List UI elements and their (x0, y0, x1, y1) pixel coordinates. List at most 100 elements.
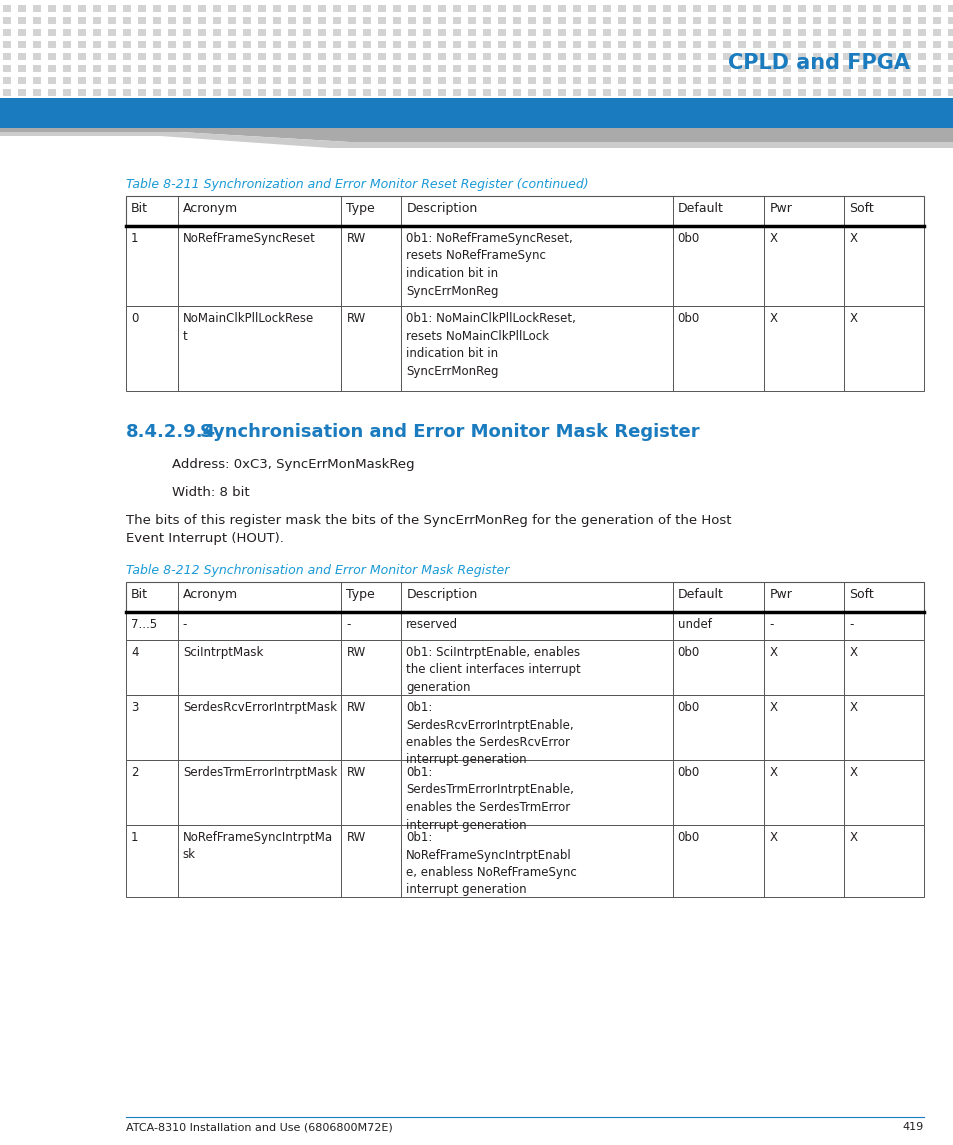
Bar (587, 89, 596, 96)
Bar (678, 65, 685, 72)
Bar (422, 89, 431, 96)
Bar (437, 53, 446, 60)
Bar (123, 77, 131, 84)
Bar (872, 17, 880, 24)
Bar (602, 89, 610, 96)
Text: 0: 0 (131, 311, 138, 325)
Bar (333, 53, 340, 60)
Bar (377, 53, 386, 60)
Bar (348, 29, 355, 35)
Bar (243, 5, 251, 11)
Bar (752, 77, 760, 84)
Bar (333, 17, 340, 24)
Text: RW: RW (346, 701, 365, 714)
Bar (422, 41, 431, 48)
Bar (857, 65, 865, 72)
Text: 0b0: 0b0 (677, 646, 700, 660)
Bar (33, 29, 41, 35)
Bar (767, 77, 775, 84)
Bar (92, 89, 101, 96)
Bar (183, 65, 191, 72)
Bar (692, 41, 700, 48)
Bar (92, 5, 101, 11)
Text: undef: undef (677, 618, 711, 631)
Bar (902, 17, 910, 24)
Bar (78, 5, 86, 11)
Bar (947, 41, 953, 48)
Bar (468, 17, 476, 24)
Bar (633, 5, 640, 11)
Bar (902, 65, 910, 72)
Bar (108, 29, 116, 35)
Bar (947, 77, 953, 84)
Bar (738, 89, 745, 96)
Bar (48, 53, 56, 60)
Bar (33, 17, 41, 24)
Bar (377, 41, 386, 48)
Text: X: X (848, 831, 857, 844)
Bar (558, 41, 565, 48)
Bar (303, 29, 311, 35)
Bar (692, 77, 700, 84)
Text: 0b1: NoRefFrameSyncReset,
resets NoRefFrameSync
indication bit in
SyncErrMonReg: 0b1: NoRefFrameSyncReset, resets NoRefFr… (406, 232, 573, 298)
Bar (707, 65, 716, 72)
Bar (3, 89, 11, 96)
Bar (842, 41, 850, 48)
Bar (152, 89, 161, 96)
Bar (198, 5, 206, 11)
Bar (363, 89, 371, 96)
Bar (662, 53, 670, 60)
Bar (812, 89, 821, 96)
Bar (558, 17, 565, 24)
Bar (183, 17, 191, 24)
Text: Soft: Soft (848, 202, 873, 215)
Bar (333, 77, 340, 84)
Bar (18, 17, 26, 24)
Bar (602, 29, 610, 35)
Bar (333, 41, 340, 48)
Bar (348, 89, 355, 96)
Bar (602, 77, 610, 84)
Bar (126, 640, 923, 695)
Bar (152, 65, 161, 72)
Bar (453, 5, 460, 11)
Bar (437, 5, 446, 11)
Text: 0b0: 0b0 (677, 701, 700, 714)
Bar (303, 77, 311, 84)
Bar (183, 89, 191, 96)
Bar (797, 77, 805, 84)
Text: Synchronisation and Error Monitor Mask Register: Synchronisation and Error Monitor Mask R… (200, 423, 699, 441)
Bar (887, 41, 895, 48)
Bar (527, 41, 536, 48)
Bar (198, 53, 206, 60)
Bar (618, 41, 625, 48)
Bar (573, 5, 580, 11)
Bar (752, 65, 760, 72)
Text: -: - (768, 618, 773, 631)
Bar (542, 5, 551, 11)
Bar (633, 29, 640, 35)
Bar (126, 306, 923, 390)
Text: X: X (848, 701, 857, 714)
Bar (468, 29, 476, 35)
Bar (138, 53, 146, 60)
Text: RW: RW (346, 646, 365, 660)
Bar (63, 65, 71, 72)
Bar (678, 29, 685, 35)
Bar (542, 77, 551, 84)
Bar (288, 53, 295, 60)
Bar (138, 29, 146, 35)
Bar (18, 77, 26, 84)
Bar (257, 5, 266, 11)
Bar (33, 5, 41, 11)
Bar (602, 17, 610, 24)
Bar (48, 65, 56, 72)
Bar (18, 53, 26, 60)
Bar (213, 89, 221, 96)
Bar (363, 77, 371, 84)
Bar (812, 41, 821, 48)
Bar (527, 29, 536, 35)
Bar (738, 17, 745, 24)
Bar (602, 65, 610, 72)
Bar (213, 77, 221, 84)
